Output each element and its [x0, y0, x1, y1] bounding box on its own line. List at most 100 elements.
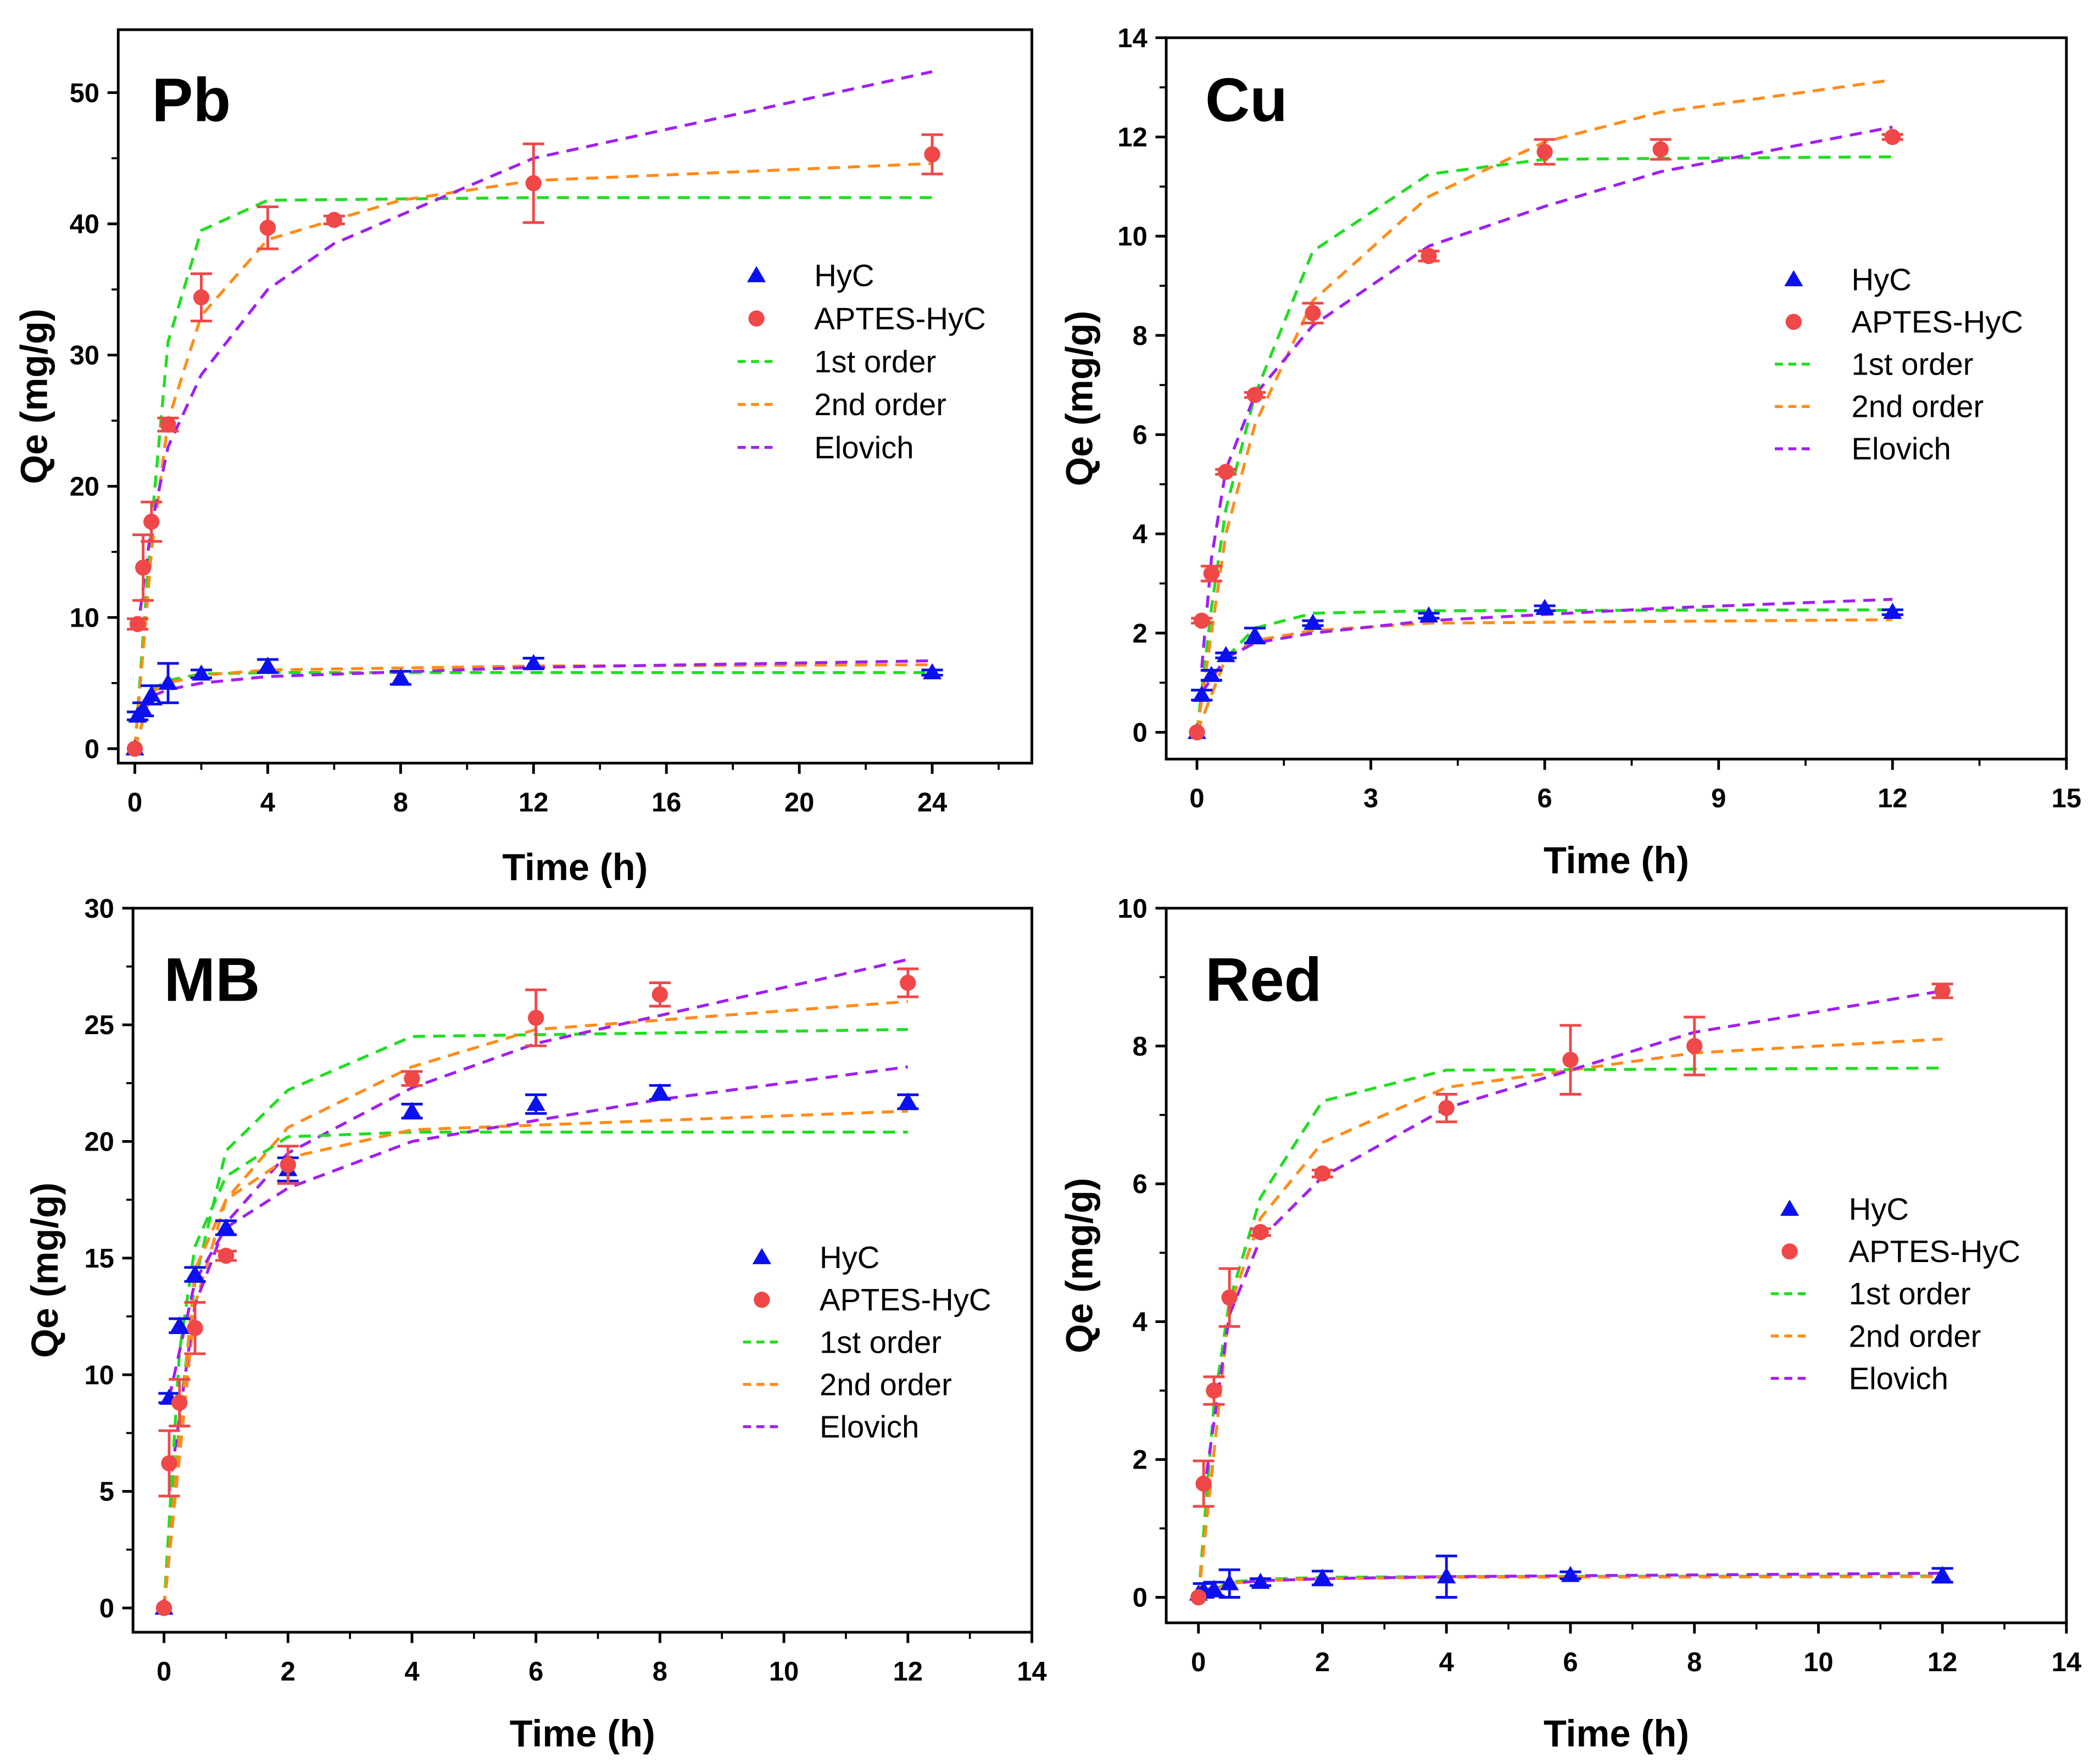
legend-label: Elovich — [820, 1409, 919, 1444]
legend-triangle-icon — [747, 266, 766, 282]
y-tick-label: 8 — [1133, 321, 1148, 351]
x-tick-label: 2 — [1315, 1648, 1330, 1677]
panel-cu: 0 3 6 9 12 15 0 2 4 6 8 10 12 14 Time (h) Qe (mg/g) Cu Hy… — [1059, 24, 2082, 881]
hyc-point — [1437, 1567, 1456, 1584]
legend-label: 1st order — [820, 1325, 942, 1359]
aptes-point — [1934, 983, 1951, 999]
hyc-point — [1303, 613, 1323, 630]
panel-red: 0 2 4 6 8 10 12 14 0 2 4 6 8 10 Time (h) Qe (mg/g) Red Hy… — [1059, 894, 2082, 1755]
legend-label: APTES-HyC — [820, 1282, 991, 1317]
fit-first-hyc — [1195, 608, 1893, 733]
aptes-point — [143, 513, 160, 530]
y-tick-label: 0 — [1133, 718, 1148, 748]
hyc-point — [524, 654, 543, 671]
y-axis-label: Qe (mg/g) — [24, 1182, 66, 1358]
aptes-point — [155, 1600, 172, 1616]
legend-label: HyC — [1849, 1192, 1909, 1226]
aptes-point — [1884, 129, 1901, 146]
y-tick-label: 8 — [1133, 1032, 1148, 1062]
x-tick-label: 12 — [893, 1657, 923, 1687]
fit-second-hyc — [1195, 618, 1893, 733]
hyc-point — [1202, 666, 1221, 682]
hyc-point — [1204, 1579, 1224, 1596]
y-tick-label: 30 — [84, 894, 114, 924]
aptes-point — [651, 986, 669, 1003]
aptes-point — [129, 616, 146, 632]
x-tick-label: 14 — [1017, 1657, 1046, 1687]
x-tick-label: 4 — [404, 1657, 419, 1687]
x-axis-label: Time (h) — [502, 846, 648, 888]
hyc-point — [391, 668, 410, 685]
legend-circle-icon — [754, 1292, 770, 1308]
y-axis-label: Qe (mg/g) — [13, 309, 55, 484]
hyc-point — [1220, 1574, 1239, 1590]
legend-label: HyC — [814, 258, 874, 293]
hyc-point — [142, 685, 161, 702]
legend-label: 1st order — [1852, 347, 1974, 382]
hyc-point — [1933, 1566, 1952, 1582]
aptes-point — [1190, 1589, 1207, 1606]
y-tick-label: 10 — [1117, 894, 1147, 924]
hyc-point — [1245, 626, 1265, 643]
hyc-point — [192, 664, 211, 681]
hyc-point — [170, 1316, 189, 1333]
fit-first-hyc — [162, 1130, 908, 1609]
aptes-point — [326, 211, 343, 228]
legend: HyC APTES-HyC 1st order 2nd order Elovich — [743, 1240, 991, 1444]
aptes-point — [1221, 1289, 1238, 1306]
fit-second-aptes — [162, 1000, 908, 1609]
hyc-point — [1535, 599, 1555, 615]
y-tick-label: 0 — [1133, 1583, 1148, 1613]
y-tick-label: 10 — [84, 1360, 114, 1390]
x-tick-label: 12 — [1928, 1648, 1957, 1677]
aptes-point — [1189, 724, 1205, 741]
aptes-point — [171, 1394, 188, 1411]
x-tick-label: 6 — [528, 1657, 543, 1687]
plot-frame — [1165, 907, 2068, 1625]
fit-second-hyc — [162, 1109, 908, 1609]
x-axis-label: Time (h) — [510, 1712, 655, 1755]
x-tick-label: 0 — [1191, 1648, 1206, 1677]
y-tick-label: 2 — [1133, 1445, 1148, 1475]
plot-frame — [131, 907, 1033, 1634]
legend: HyC APTES-HyC 1st order 2nd order Elovich — [737, 258, 986, 465]
aptes-point — [1195, 1475, 1212, 1492]
aptes-point — [924, 146, 940, 163]
hyc-point — [1251, 1572, 1270, 1589]
x-tick-label: 0 — [127, 788, 142, 818]
y-tick-label: 14 — [1117, 24, 1147, 53]
legend-label: Elovich — [814, 430, 913, 465]
aptes-point — [528, 1009, 544, 1026]
y-tick-label: 12 — [1117, 123, 1147, 153]
x-tick-label: 4 — [260, 788, 275, 818]
hyc-point — [922, 663, 942, 679]
panel-pb: 0 4 8 12 16 20 24 0 10 20 30 40 50 Time (h) Qe (mg/g) P… — [13, 28, 1033, 888]
legend-label: APTES-HyC — [1849, 1234, 2021, 1269]
plot-frame — [116, 28, 1033, 764]
aptes-point — [404, 1070, 420, 1087]
aptes-point — [193, 289, 210, 306]
x-tick-label: 6 — [1563, 1648, 1578, 1677]
x-tick-label: 0 — [157, 1657, 171, 1687]
legend-label: APTES-HyC — [814, 301, 986, 336]
y-tick-label: 0 — [99, 1594, 114, 1623]
fit-elovich-aptes — [136, 70, 933, 631]
fit-second-aptes — [133, 162, 933, 749]
y-tick-label: 15 — [84, 1244, 114, 1274]
aptes-point — [1562, 1052, 1579, 1068]
y-tick-label: 6 — [1133, 1170, 1148, 1199]
x-tick-label: 9 — [1711, 784, 1726, 813]
y-tick-label: 2 — [1133, 619, 1148, 649]
y-tick-label: 10 — [70, 603, 99, 633]
aptes-point — [126, 740, 143, 757]
aptes-point — [1686, 1037, 1703, 1054]
aptes-point — [161, 1455, 177, 1472]
x-tick-label: 0 — [1189, 784, 1204, 813]
x-tick-label: 3 — [1363, 784, 1378, 813]
legend-label: 2nd order — [1852, 389, 1984, 424]
legend-label: 2nd order — [1849, 1319, 1981, 1353]
legend-triangle-icon — [1784, 270, 1803, 287]
y-tick-label: 10 — [1117, 222, 1147, 252]
plot-frame — [1165, 36, 2068, 761]
